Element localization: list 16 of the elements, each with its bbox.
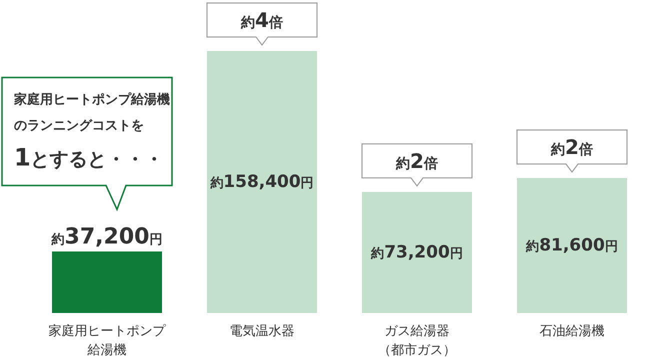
- category: （都市ガス）: [378, 343, 456, 357]
- category: 石油給湯機: [540, 324, 604, 339]
- callout-text: 約4倍: [241, 8, 283, 32]
- value-label: 約73,200円: [371, 242, 463, 262]
- value-label: 約81,600円: [526, 236, 618, 256]
- value-label: 約158,400円: [210, 172, 314, 192]
- callout-text: 約2倍: [551, 135, 593, 160]
- category: 給湯機: [88, 343, 126, 357]
- category: 家庭用ヒートポンプ: [48, 324, 166, 339]
- value-label: 約37,200円: [52, 224, 162, 250]
- callout-text: のランニングコストを: [14, 118, 144, 134]
- category: ガス給湯器: [384, 324, 450, 339]
- callout-text: 約2倍: [396, 148, 438, 173]
- callout-text: 1とすると・・・: [14, 143, 164, 172]
- callout-text: 家庭用ヒートポンプ給湯機: [14, 92, 170, 108]
- category: 電気温水器: [230, 324, 294, 339]
